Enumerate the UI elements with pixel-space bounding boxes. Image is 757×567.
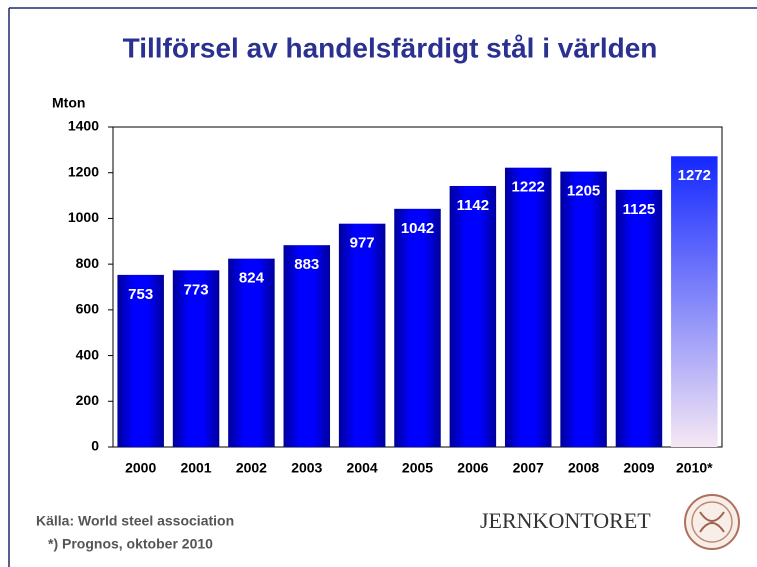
bar <box>228 258 275 447</box>
bar <box>394 208 441 447</box>
value-label: 753 <box>128 286 153 303</box>
bar <box>283 245 331 447</box>
source: Källa: World steel association <box>36 513 234 529</box>
x-tick-label: 2004 <box>347 460 378 476</box>
logo-emblem <box>684 494 740 550</box>
x-tick-label: 2002 <box>236 460 267 476</box>
x-tick-label: 2003 <box>291 460 322 476</box>
bar <box>615 189 663 447</box>
x-tick-label: 2000 <box>125 460 156 476</box>
bar <box>172 270 220 447</box>
x-tick-label: 2006 <box>457 460 488 476</box>
x-tick-label: 2007 <box>513 460 544 476</box>
y-tick-label: 1400 <box>68 118 99 134</box>
bar <box>117 274 164 447</box>
x-tick-label: 2010* <box>676 460 713 476</box>
bar <box>504 167 552 447</box>
note: *) Prognos, oktober 2010 <box>48 536 213 552</box>
value-label: 773 <box>184 281 209 298</box>
value-label: 1125 <box>623 201 656 218</box>
y-tick-label: 1000 <box>68 209 99 225</box>
bar <box>671 156 718 447</box>
y-axis-label: Mton <box>52 95 85 111</box>
x-tick-label: 2009 <box>623 460 654 476</box>
y-tick-label: 1200 <box>68 163 99 179</box>
y-tick-label: 800 <box>76 255 100 271</box>
value-label: 824 <box>239 270 265 287</box>
bar <box>449 185 497 447</box>
y-tick-label: 200 <box>76 392 100 408</box>
value-label: 1222 <box>512 179 545 196</box>
bar <box>560 171 607 448</box>
x-tick-label: 2001 <box>180 460 211 476</box>
value-label: 883 <box>294 256 319 273</box>
value-label: 1142 <box>457 197 490 214</box>
x-tick-label: 2008 <box>568 460 599 476</box>
value-label: 1205 <box>567 183 600 200</box>
y-tick-label: 600 <box>76 301 100 317</box>
y-tick-label: 400 <box>76 346 100 362</box>
value-label: 977 <box>350 235 375 252</box>
y-tick-label: 0 <box>91 438 99 454</box>
bar <box>338 223 386 447</box>
x-tick-label: 2005 <box>402 460 433 476</box>
chart-title: Tillförsel av handelsfärdigt stål i värl… <box>123 32 658 63</box>
logo-text: JERNKONTORET <box>480 508 651 533</box>
value-label: 1042 <box>401 220 434 237</box>
value-label: 1272 <box>678 167 711 184</box>
